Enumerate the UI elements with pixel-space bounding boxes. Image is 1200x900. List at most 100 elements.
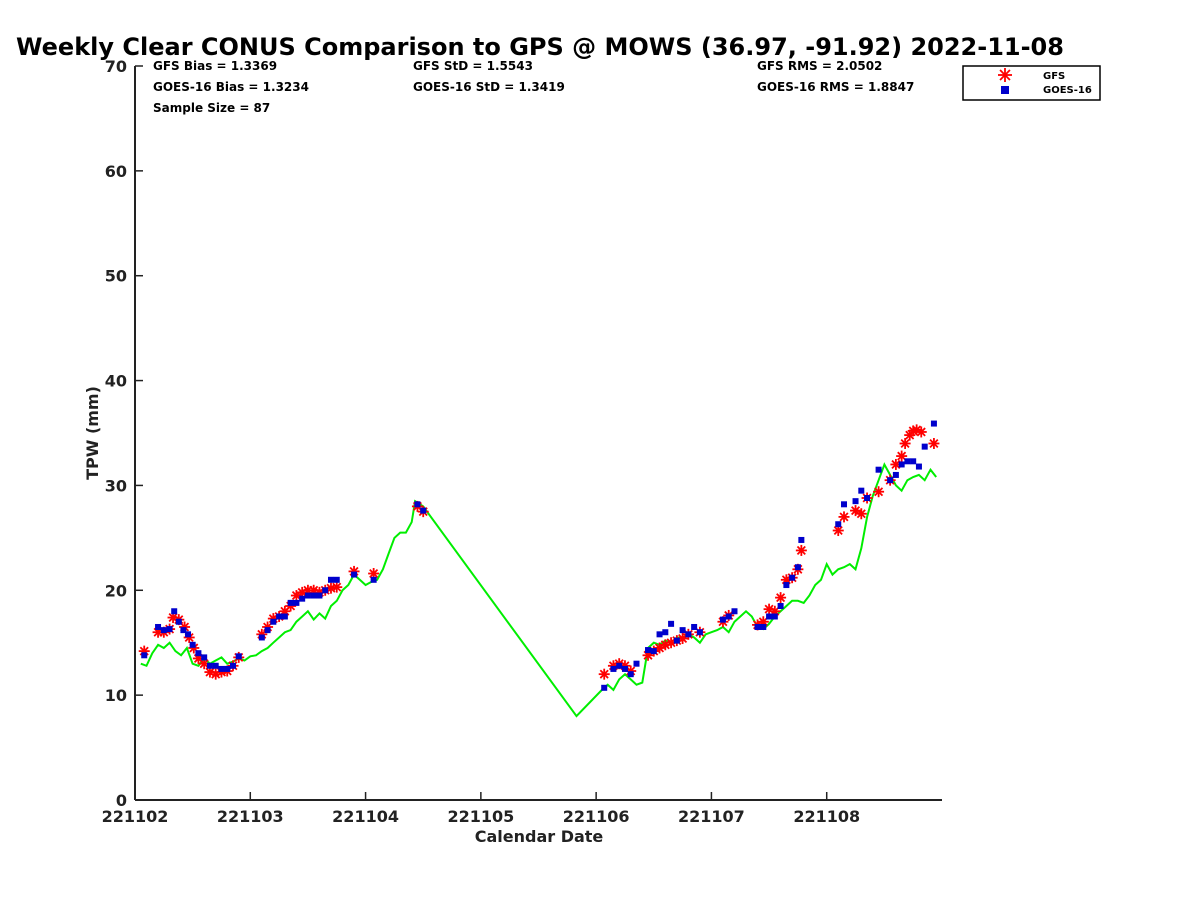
goes16-point xyxy=(616,662,623,669)
goes16-point xyxy=(235,653,242,660)
goes16-point xyxy=(898,461,905,468)
goes16-point xyxy=(258,634,265,641)
gfs-point xyxy=(899,437,911,449)
goes16-point xyxy=(771,613,778,620)
goes16-point xyxy=(679,627,686,634)
goes16-point xyxy=(299,595,306,602)
x-tick-label: 221106 xyxy=(563,807,630,826)
goes16-point xyxy=(719,616,726,623)
gfs-point xyxy=(795,544,807,556)
goes16-point xyxy=(858,487,865,494)
goes16-point xyxy=(662,629,669,636)
goes16-point xyxy=(696,629,703,636)
y-tick-label: 50 xyxy=(105,267,127,286)
gfs-point xyxy=(915,426,927,438)
goes16-point xyxy=(414,501,421,508)
goes16-point xyxy=(685,631,692,638)
goes16-point xyxy=(201,654,208,661)
goes16-point xyxy=(864,495,871,502)
goes16-point xyxy=(798,536,805,543)
goes16-point xyxy=(887,477,894,484)
goes16-point xyxy=(180,627,187,634)
y-axis-label: TPW (mm) xyxy=(83,386,102,480)
goes16-point xyxy=(633,660,640,667)
goes16-point xyxy=(789,574,796,581)
goes16-point xyxy=(777,603,784,610)
goes16-point xyxy=(910,458,917,465)
x-tick-label: 221105 xyxy=(447,807,514,826)
goes16-point xyxy=(892,471,899,478)
legend-gfs-asterisk xyxy=(998,68,1012,82)
y-tick-label: 10 xyxy=(105,686,127,705)
goes16-point xyxy=(171,608,178,615)
goes16-point xyxy=(645,647,652,654)
x-tick-label: 221107 xyxy=(678,807,745,826)
goes16-point xyxy=(668,620,675,627)
goes16-point xyxy=(731,608,738,615)
goes16-point xyxy=(264,627,271,634)
goes16-point xyxy=(166,626,173,633)
goes16-point xyxy=(316,592,323,599)
goes16-point xyxy=(141,652,148,659)
goes16-point xyxy=(185,631,192,638)
goes16-point xyxy=(610,665,617,672)
goes16-point xyxy=(725,613,732,620)
goes16-point xyxy=(189,641,196,648)
goes-bias-stat: GOES-16 Bias = 1.3234 xyxy=(153,80,309,94)
gfs-bias-stat: GFS Bias = 1.3369 xyxy=(153,59,277,73)
goes16-point xyxy=(351,571,358,578)
goes16-point xyxy=(601,684,608,691)
y-tick-label: 70 xyxy=(105,57,127,76)
goes16-point xyxy=(754,623,761,630)
legend: GFS GOES-16 xyxy=(962,65,1101,101)
goes16-point xyxy=(650,648,657,655)
goes-std-stat: GOES-16 StD = 1.3419 xyxy=(413,80,565,94)
legend-goes-label: GOES-16 xyxy=(1043,85,1092,96)
goes16-point xyxy=(760,623,767,630)
x-axis-label: Calendar Date xyxy=(475,827,604,846)
goes16-point xyxy=(322,587,329,594)
y-tick-label: 20 xyxy=(105,581,127,600)
goes16-point xyxy=(627,671,634,678)
x-axis-ticks: 221102 221103 221104 221105 221106 221107 2211… xyxy=(102,792,860,826)
legend-goes-marker xyxy=(1001,86,1009,94)
goes16-point xyxy=(160,627,167,634)
goes16-point xyxy=(875,466,882,473)
gps-series-line xyxy=(140,462,937,718)
goes16-point xyxy=(212,662,219,669)
goes16-point xyxy=(656,631,663,638)
goes16-point xyxy=(766,613,773,620)
gfs-point xyxy=(331,581,343,593)
gfs-point xyxy=(928,437,940,449)
gfs-point xyxy=(873,486,885,498)
x-tick-label: 221104 xyxy=(332,807,399,826)
sample-size-stat: Sample Size = 87 xyxy=(153,101,270,115)
goes16-point xyxy=(287,599,294,606)
goes16-point xyxy=(370,576,377,583)
goes16-point xyxy=(270,618,277,625)
gfs-point xyxy=(855,508,867,520)
goes16-point xyxy=(930,420,937,427)
goes16-point xyxy=(794,564,801,571)
goes16-point xyxy=(904,458,911,465)
goes16-point xyxy=(175,618,182,625)
goes16-point xyxy=(224,665,231,672)
goes16-point xyxy=(310,592,317,599)
goes16-point xyxy=(276,613,283,620)
goes16-point xyxy=(155,623,162,630)
chart-title: Weekly Clear CONUS Comparison to GPS @ M… xyxy=(16,33,1064,61)
goes16-point xyxy=(852,498,859,505)
goes16-point xyxy=(783,582,790,589)
goes16-point xyxy=(691,623,698,630)
legend-box xyxy=(962,65,1101,101)
gfs-point xyxy=(775,592,787,604)
goes16-point xyxy=(206,662,213,669)
gfs-point xyxy=(896,450,908,462)
x-tick-label: 221102 xyxy=(102,807,169,826)
gfs-std-stat: GFS StD = 1.5543 xyxy=(413,59,533,73)
goes16-point xyxy=(921,443,928,450)
legend-gfs-marker xyxy=(998,68,1012,82)
goes16-point xyxy=(229,662,236,669)
y-tick-label: 60 xyxy=(105,162,127,181)
